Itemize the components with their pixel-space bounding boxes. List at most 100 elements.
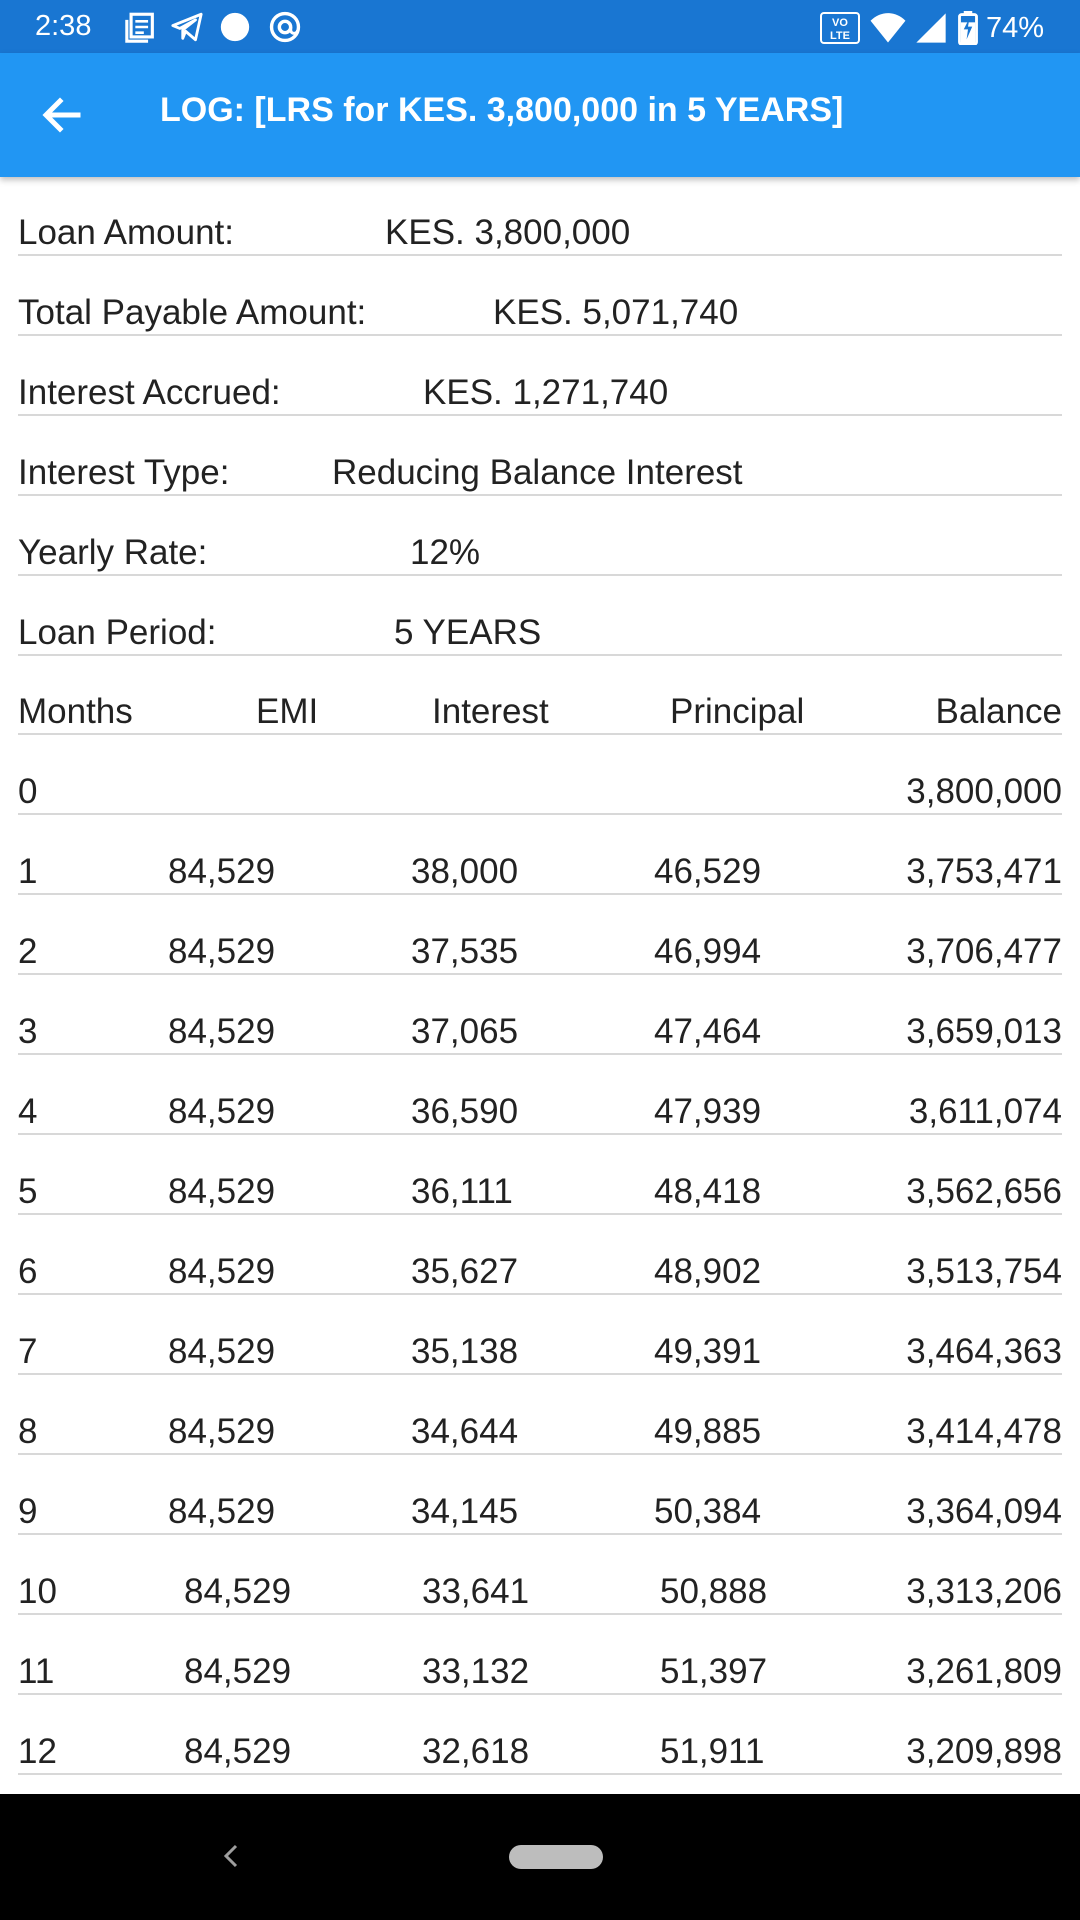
- cell-principal: 48,902: [654, 1252, 762, 1291]
- status-time: 2:38: [35, 10, 92, 42]
- cell-month: 5: [18, 1172, 38, 1211]
- battery-charging-icon: [958, 11, 978, 45]
- cell-emi: 84,529: [168, 932, 276, 971]
- summary-row-loan-amount: Loan Amount: KES. 3,800,000: [18, 177, 1062, 256]
- cell-balance: 3,364,094: [906, 1492, 1062, 1531]
- cell-interest: 36,111: [411, 1172, 513, 1211]
- cell-emi: 84,529: [168, 1172, 276, 1211]
- cell-month: 7: [18, 1332, 38, 1371]
- cell-interest: 34,145: [411, 1492, 519, 1531]
- cell-interest: 33,641: [422, 1572, 530, 1611]
- cell-emi: 84,529: [168, 1012, 276, 1051]
- cell-principal: 48,418: [654, 1172, 762, 1211]
- cell-emi: 84,529: [168, 852, 276, 891]
- summary-label: Loan Period:: [18, 613, 217, 652]
- cell-principal: 50,888: [660, 1572, 768, 1611]
- cell-month: 11: [18, 1652, 55, 1691]
- cell-balance: 3,562,656: [906, 1172, 1062, 1211]
- nav-back-icon[interactable]: [218, 1838, 242, 1874]
- cell-principal: 49,885: [654, 1412, 762, 1451]
- table-header: Months EMI Interest Principal Balance: [18, 657, 1062, 735]
- cell-interest: 35,138: [411, 1332, 519, 1371]
- volte-icon: VO LTE: [819, 12, 860, 44]
- table-row: 12 84,529 32,618 51,911 3,209,898: [18, 1697, 1062, 1775]
- cell-emi: 84,529: [184, 1732, 292, 1771]
- summary-label: Interest Type:: [18, 453, 230, 492]
- cell-balance: 3,414,478: [906, 1412, 1062, 1451]
- app-bar: LOG: [LRS for KES. 3,800,000 in 5 YEARS]: [0, 53, 1080, 177]
- cell-interest: 34,644: [411, 1412, 519, 1451]
- column-header-interest: Interest: [432, 692, 549, 731]
- summary-row-interest-accrued: Interest Accrued: KES. 1,271,740: [18, 337, 1062, 416]
- page-title: LOG: [LRS for KES. 3,800,000 in 5 YEARS]: [160, 91, 844, 129]
- cell-emi: 84,529: [168, 1332, 276, 1371]
- arrow-back-icon[interactable]: [30, 83, 94, 147]
- summary-label: Loan Amount:: [18, 213, 234, 252]
- summary-row-loan-period: Loan Period: 5 YEARS: [18, 577, 1062, 656]
- table-row: 11 84,529 33,132 51,397 3,261,809: [18, 1617, 1062, 1695]
- summary-value: 12%: [410, 533, 481, 572]
- table-row: 0 3,800,000: [18, 737, 1062, 815]
- summary-row-yearly-rate: Yearly Rate: 12%: [18, 497, 1062, 576]
- cell-interest: 33,132: [422, 1652, 530, 1691]
- summary-value: 5 YEARS: [394, 613, 542, 652]
- column-header-emi: EMI: [256, 692, 319, 731]
- summary-label: Interest Accrued:: [18, 373, 281, 412]
- cell-interest: 37,065: [411, 1012, 519, 1051]
- cell-month: 0: [18, 772, 38, 811]
- summary-label: Yearly Rate:: [18, 533, 208, 572]
- svg-text:LTE: LTE: [830, 30, 850, 42]
- cell-balance: 3,659,013: [906, 1012, 1062, 1051]
- at-icon: [269, 11, 301, 43]
- table-row: 5 84,529 36,111 48,418 3,562,656: [18, 1137, 1062, 1215]
- cell-balance: 3,261,809: [906, 1652, 1062, 1691]
- summary-value: KES. 3,800,000: [385, 213, 631, 252]
- summary-value: Reducing Balance Interest: [332, 453, 743, 492]
- telegram-icon: [171, 12, 203, 42]
- cell-balance: 3,706,477: [906, 932, 1062, 971]
- cell-month: 9: [18, 1492, 38, 1531]
- svg-text:VO: VO: [832, 17, 848, 29]
- signal-icon: [916, 13, 946, 43]
- table-body: 0 3,800,000 1 84,529 38,000 46,529 3,753,471 2 8…: [18, 737, 1062, 1855]
- cell-emi: 84,529: [168, 1252, 276, 1291]
- cell-month: 10: [18, 1572, 57, 1611]
- cell-principal: 47,939: [654, 1092, 762, 1131]
- summary-label: Total Payable Amount:: [18, 293, 367, 332]
- cell-month: 8: [18, 1412, 38, 1451]
- cell-month: 2: [18, 932, 38, 971]
- cell-principal: 46,994: [654, 932, 762, 971]
- table-row: 7 84,529 35,138 49,391 3,464,363: [18, 1297, 1062, 1375]
- table-row: 6 84,529 35,627 48,902 3,513,754: [18, 1217, 1062, 1295]
- cell-month: 6: [18, 1252, 38, 1291]
- cell-balance: 3,611,074: [908, 1092, 1062, 1131]
- cell-emi: 84,529: [168, 1412, 276, 1451]
- table-row: 3 84,529 37,065 47,464 3,659,013: [18, 977, 1062, 1055]
- cell-principal: 51,397: [660, 1652, 768, 1691]
- cell-month: 4: [18, 1092, 38, 1131]
- summary-value: KES. 5,071,740: [493, 293, 739, 332]
- cell-principal: 47,464: [654, 1012, 762, 1051]
- cell-principal: 51,911: [660, 1732, 765, 1771]
- cell-emi: 84,529: [184, 1572, 292, 1611]
- table-row: 2 84,529 37,535 46,994 3,706,477: [18, 897, 1062, 975]
- cell-balance: 3,313,206: [906, 1572, 1062, 1611]
- table-row: 10 84,529 33,641 50,888 3,313,206: [18, 1537, 1062, 1615]
- column-header-months: Months: [18, 692, 133, 731]
- loan-log-content: Loan Amount: KES. 3,800,000 Total Payabl…: [18, 177, 1062, 1857]
- table-row: 8 84,529 34,644 49,885 3,414,478: [18, 1377, 1062, 1455]
- cell-principal: 46,529: [654, 852, 762, 891]
- cell-emi: 84,529: [168, 1492, 276, 1531]
- cell-month: 3: [18, 1012, 38, 1051]
- summary-row-interest-type: Interest Type: Reducing Balance Interest: [18, 417, 1062, 496]
- cell-month: 12: [18, 1732, 57, 1771]
- cell-balance: 3,513,754: [906, 1252, 1062, 1291]
- cell-interest: 37,535: [411, 932, 519, 971]
- home-pill-icon[interactable]: [509, 1845, 603, 1869]
- circle-icon: [220, 12, 250, 42]
- cell-month: 1: [18, 852, 38, 891]
- notes-icon: [125, 12, 154, 43]
- summary-value: KES. 1,271,740: [423, 373, 669, 412]
- table-row: 4 84,529 36,590 47,939 3,611,074: [18, 1057, 1062, 1135]
- cell-balance: 3,209,898: [906, 1732, 1062, 1771]
